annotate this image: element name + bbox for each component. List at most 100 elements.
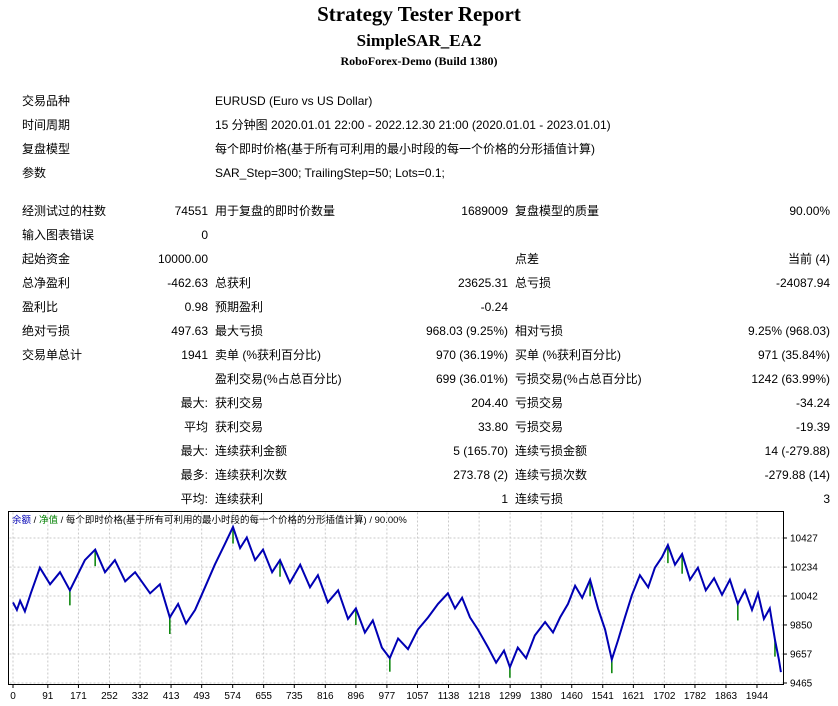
y-tick-label: 10427 bbox=[790, 533, 818, 544]
report-cell bbox=[118, 113, 208, 137]
x-tick-label: 493 bbox=[193, 691, 210, 702]
x-tick-label: 1782 bbox=[684, 691, 707, 702]
report-cell bbox=[22, 415, 118, 439]
report-cell: 相对亏损 bbox=[515, 324, 564, 338]
report-cell bbox=[415, 223, 508, 247]
report-cell: 时间周期 bbox=[22, 118, 71, 132]
report-cell: 0.98 bbox=[184, 300, 208, 314]
report-row: 总净盈利 -462.63 总获利 23625.31 总亏损 -24087.94 bbox=[22, 271, 830, 295]
x-tick-label: 655 bbox=[255, 691, 272, 702]
report-table: 交易品种 EURUSD (Euro vs US Dollar) 时间周期 15 分钟图… bbox=[22, 89, 830, 511]
report-cell: 买单 (%获利百分比) bbox=[515, 348, 621, 362]
report-cell: 1 bbox=[501, 492, 508, 506]
report-cell: 平均: bbox=[180, 492, 208, 506]
ea-name: SimpleSAR_EA2 bbox=[356, 31, 482, 50]
report-row: 参数 SAR_Step=300; TrailingStep=50; Lots=0.… bbox=[22, 161, 830, 185]
report-cell: -462.63 bbox=[167, 276, 208, 290]
report-cell: 平均 bbox=[183, 420, 208, 434]
chart-legend-part: / bbox=[31, 515, 39, 526]
report-cell: -19.39 bbox=[796, 420, 831, 434]
report-cell: 最大: bbox=[180, 396, 208, 410]
report-cell: 起始资金 bbox=[22, 252, 71, 266]
report-cell: 交易单总计 bbox=[22, 348, 83, 362]
report-row: 盈利交易(%占总百分比) 699 (36.01%) 亏损交易(%占总百分比) 1242… bbox=[22, 367, 830, 391]
report-cell bbox=[118, 161, 208, 185]
report-cell: 1242 (63.99%) bbox=[751, 372, 831, 386]
chart-legend-part: 余额 bbox=[12, 514, 32, 526]
report-row: 输入图表错误 0 bbox=[22, 223, 830, 247]
report-cell: -279.88 (14) bbox=[764, 468, 831, 482]
plot-border bbox=[8, 511, 784, 685]
report-cell: 当前 (4) bbox=[788, 252, 831, 266]
spacer-row bbox=[22, 185, 830, 199]
x-tick-label: 0 bbox=[10, 691, 16, 702]
x-tick-label: 1380 bbox=[530, 691, 553, 702]
report-cell: 33.80 bbox=[477, 420, 508, 434]
report-cell: EURUSD (Euro vs US Dollar) bbox=[215, 94, 373, 108]
server-build: RoboForex-Demo (Build 1380) bbox=[340, 54, 498, 68]
report-row: 盈利比 0.98 预期盈利 -0.24 bbox=[22, 295, 830, 319]
report-cell: 最多: bbox=[180, 468, 208, 482]
report-cell bbox=[208, 247, 415, 271]
report-cell: 1941 bbox=[181, 348, 208, 362]
x-tick-label: 332 bbox=[132, 691, 149, 702]
report-cell: 每个即时价格(基于所有可利用的最小时段的每一个价格的分形插值计算) bbox=[215, 142, 595, 156]
report-cell: 968.03 (9.25%) bbox=[425, 324, 508, 338]
spacer-cell bbox=[22, 185, 830, 199]
report-cell: 预期盈利 bbox=[215, 300, 264, 314]
report-cell: 699 (36.01%) bbox=[435, 372, 508, 386]
report-cell bbox=[22, 439, 118, 463]
report-cell: 复盘模型 bbox=[22, 142, 71, 156]
report-cell bbox=[508, 223, 665, 247]
x-tick-label: 413 bbox=[163, 691, 180, 702]
balance-line bbox=[12, 524, 782, 673]
x-tick-label: 252 bbox=[101, 691, 118, 702]
report-cell: 总获利 bbox=[215, 276, 252, 290]
report-cell: 卖单 (%获利百分比) bbox=[215, 348, 321, 362]
report-row: 交易品种 EURUSD (Euro vs US Dollar) bbox=[22, 89, 830, 113]
report-cell: 用于复盘的即时价数量 bbox=[215, 204, 336, 218]
report-cell: 输入图表错误 bbox=[22, 228, 95, 242]
report-cell: 最大亏损 bbox=[215, 324, 264, 338]
x-tick-label: 1218 bbox=[468, 691, 491, 702]
report-row: 最大: 连续获利金额 5 (165.70) 连续亏损金额 14 (-279.88) bbox=[22, 439, 830, 463]
report-cell: 497.63 bbox=[171, 324, 208, 338]
report-cell bbox=[22, 463, 118, 487]
report-cell: 经测试过的柱数 bbox=[22, 204, 107, 218]
report-cell bbox=[118, 89, 208, 113]
report-cell: -34.24 bbox=[796, 396, 831, 410]
report-cell: 总净盈利 bbox=[22, 276, 71, 290]
report-cell bbox=[118, 137, 208, 161]
x-tick-label: 91 bbox=[42, 691, 54, 702]
report-cell: 14 (-279.88) bbox=[764, 444, 831, 458]
report-row: 平均 获利交易 33.80 亏损交易 -19.39 bbox=[22, 415, 830, 439]
report-cell: 970 (36.19%) bbox=[435, 348, 508, 362]
report-cell: 9.25% (968.03) bbox=[747, 324, 831, 338]
report-cell: 204.40 bbox=[471, 396, 508, 410]
x-tick-label: 574 bbox=[224, 691, 241, 702]
report-row: 平均: 连续获利 1 连续亏损 3 bbox=[22, 487, 830, 511]
report-cell: 绝对亏损 bbox=[22, 324, 71, 338]
report-cell bbox=[118, 367, 208, 391]
report-cell: 亏损交易 bbox=[515, 420, 564, 434]
report-cell: 971 (35.84%) bbox=[758, 348, 831, 362]
x-tick-label: 1944 bbox=[746, 691, 769, 702]
report-cell: 复盘模型的质量 bbox=[515, 204, 600, 218]
report-cell: 90.00% bbox=[789, 204, 831, 218]
report-cell: 盈利比 bbox=[22, 300, 59, 314]
report-cell: -24087.94 bbox=[776, 276, 831, 290]
plot-area bbox=[8, 511, 784, 685]
report-cell: 273.78 (2) bbox=[453, 468, 508, 482]
x-tick-label: 816 bbox=[317, 691, 334, 702]
x-tick-label: 1460 bbox=[561, 691, 584, 702]
report-cell: 74551 bbox=[174, 204, 208, 218]
y-tick-label: 9465 bbox=[790, 679, 813, 690]
report-cell: 亏损交易(%占总百分比) bbox=[515, 372, 642, 386]
x-tick-label: 1621 bbox=[622, 691, 645, 702]
report-cell bbox=[415, 247, 508, 271]
report-cell bbox=[208, 223, 415, 247]
y-tick-label: 9657 bbox=[790, 650, 813, 661]
report-cell bbox=[22, 487, 118, 511]
x-tick-label: 1299 bbox=[499, 691, 522, 702]
y-tick-label: 10234 bbox=[790, 563, 818, 574]
